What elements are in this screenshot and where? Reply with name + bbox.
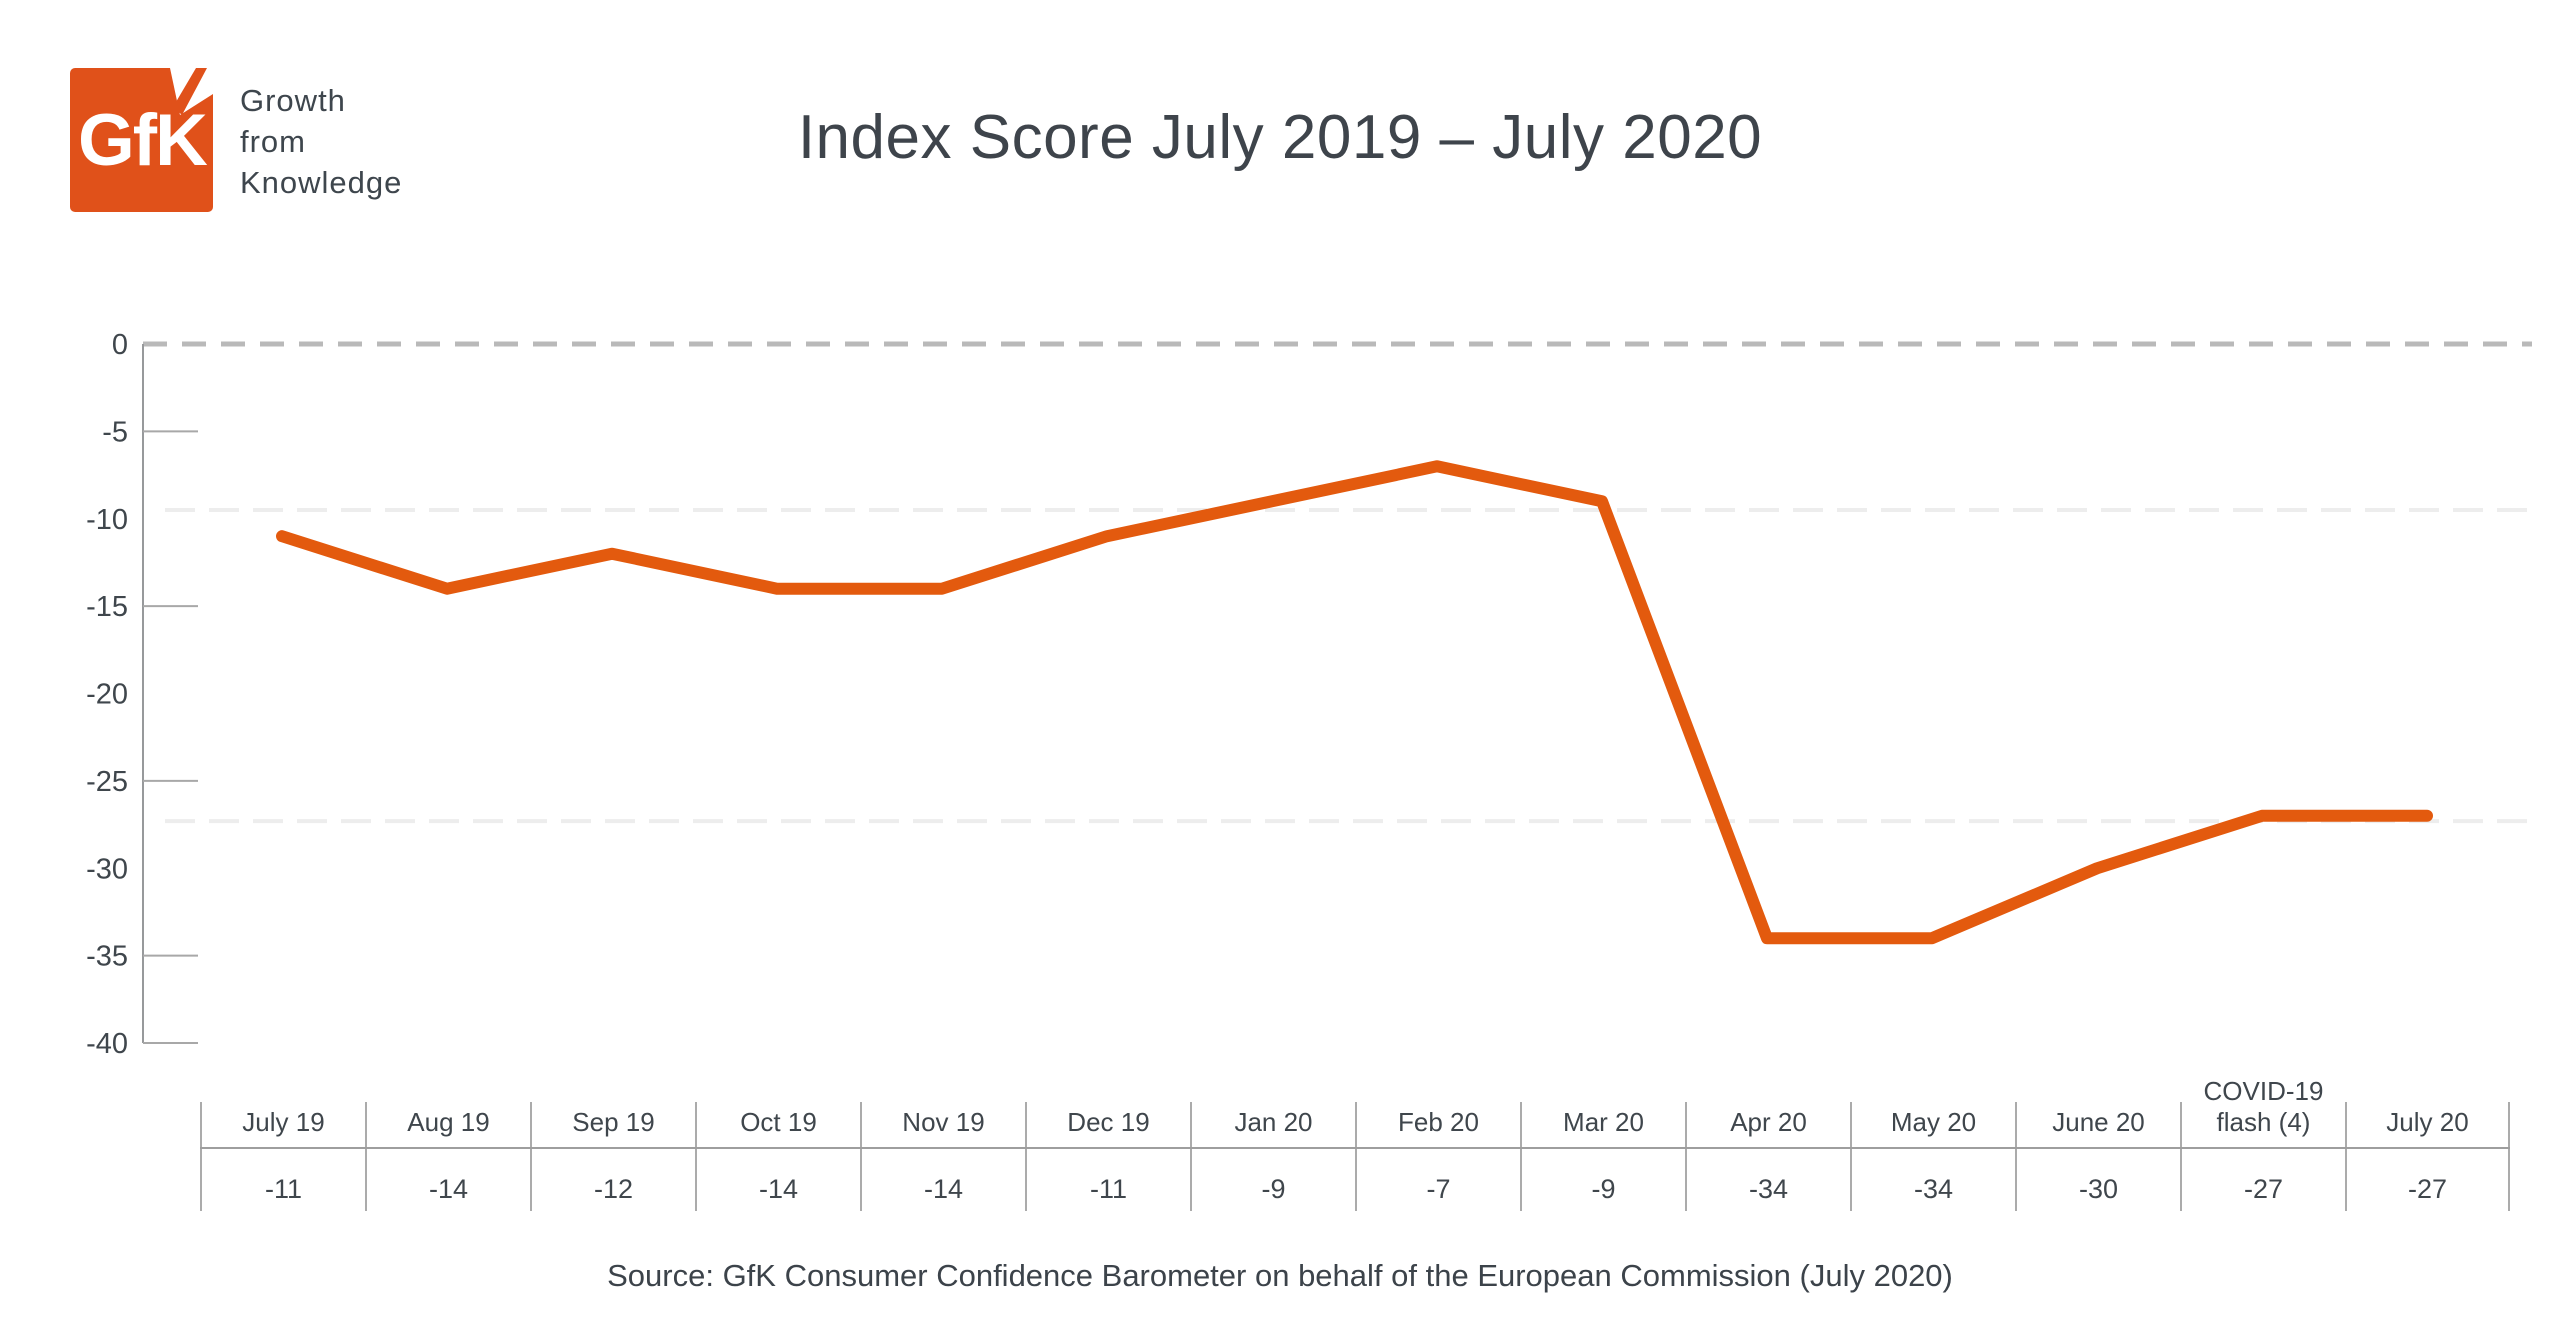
tagline-line-2: from xyxy=(240,124,306,159)
logo-text: GfK xyxy=(78,100,208,181)
y-axis-label--25: -25 xyxy=(86,766,128,798)
source-caption: Source: GfK Consumer Confidence Baromete… xyxy=(607,1258,1953,1293)
value-cell-11: -30 xyxy=(2015,1149,2180,1211)
value-cell-5: -11 xyxy=(1025,1149,1190,1211)
y-axis-label--40: -40 xyxy=(86,1028,128,1060)
month-label-dec-19: Dec 19 xyxy=(1025,1102,1190,1147)
value-cell-10: -34 xyxy=(1850,1149,2015,1211)
value-cell-9: -34 xyxy=(1685,1149,1850,1211)
month-label-july-20: July 20 xyxy=(2345,1102,2510,1147)
month-label-june-20: June 20 xyxy=(2015,1102,2180,1147)
y-axis-label--5: -5 xyxy=(102,416,128,448)
month-label-covid-19: COVID-19 flash (4) xyxy=(2180,1076,2345,1147)
value-cell-3: -14 xyxy=(695,1149,860,1211)
month-label-nov-19: Nov 19 xyxy=(860,1102,1025,1147)
value-cell-12: -27 xyxy=(2180,1149,2345,1211)
page-title: Index Score July 2019 – July 2020 xyxy=(797,103,1763,172)
tagline-line-3: Knowledge xyxy=(240,165,403,200)
gfk-logo: GfK xyxy=(70,68,213,212)
value-cell-13: -27 xyxy=(2345,1149,2510,1211)
value-cell-2: -12 xyxy=(530,1149,695,1211)
value-cell-4: -14 xyxy=(860,1149,1025,1211)
month-label-mar-20: Mar 20 xyxy=(1520,1102,1685,1147)
y-axis-label--35: -35 xyxy=(86,941,128,973)
value-cell-1: -14 xyxy=(365,1149,530,1211)
y-axis-label--20: -20 xyxy=(86,679,128,711)
month-label-may-20: May 20 xyxy=(1850,1102,2015,1147)
y-axis-label--15: -15 xyxy=(86,591,128,623)
value-cell-8: -9 xyxy=(1520,1149,1685,1211)
month-label-apr-20: Apr 20 xyxy=(1685,1102,1850,1147)
x-axis-table: July 19 Aug 19 Sep 19 Oct 19 Nov 19 Dec 19 Jan… xyxy=(200,1076,2510,1211)
month-label-sep-19: Sep 19 xyxy=(530,1102,695,1147)
y-axis-label--10: -10 xyxy=(86,504,128,536)
index-score-line xyxy=(276,460,2433,945)
value-cell-6: -9 xyxy=(1190,1149,1355,1211)
value-cell-0: -11 xyxy=(200,1149,365,1211)
month-label-aug-19: Aug 19 xyxy=(365,1102,530,1147)
logo-accent-slash xyxy=(173,68,207,115)
brand-tagline: Growth from Knowledge xyxy=(240,80,402,203)
month-label-oct-19: Oct 19 xyxy=(695,1102,860,1147)
month-labels-row: July 19 Aug 19 Sep 19 Oct 19 Nov 19 Dec 19 Jan… xyxy=(200,1076,2510,1149)
value-cell-7: -7 xyxy=(1355,1149,1520,1211)
month-label-jan-20: Jan 20 xyxy=(1190,1102,1355,1147)
month-label-july-19: July 19 xyxy=(200,1102,365,1147)
y-axis-label-0: 0 xyxy=(112,329,128,361)
month-label-feb-20: Feb 20 xyxy=(1355,1102,1520,1147)
tagline-line-1: Growth xyxy=(240,83,346,118)
y-axis-label--30: -30 xyxy=(86,853,128,885)
values-row: -11 -14 -12 -14 -14 -11 -9 -7 -9 -34 -34 -30 -27 -27 xyxy=(200,1149,2510,1211)
